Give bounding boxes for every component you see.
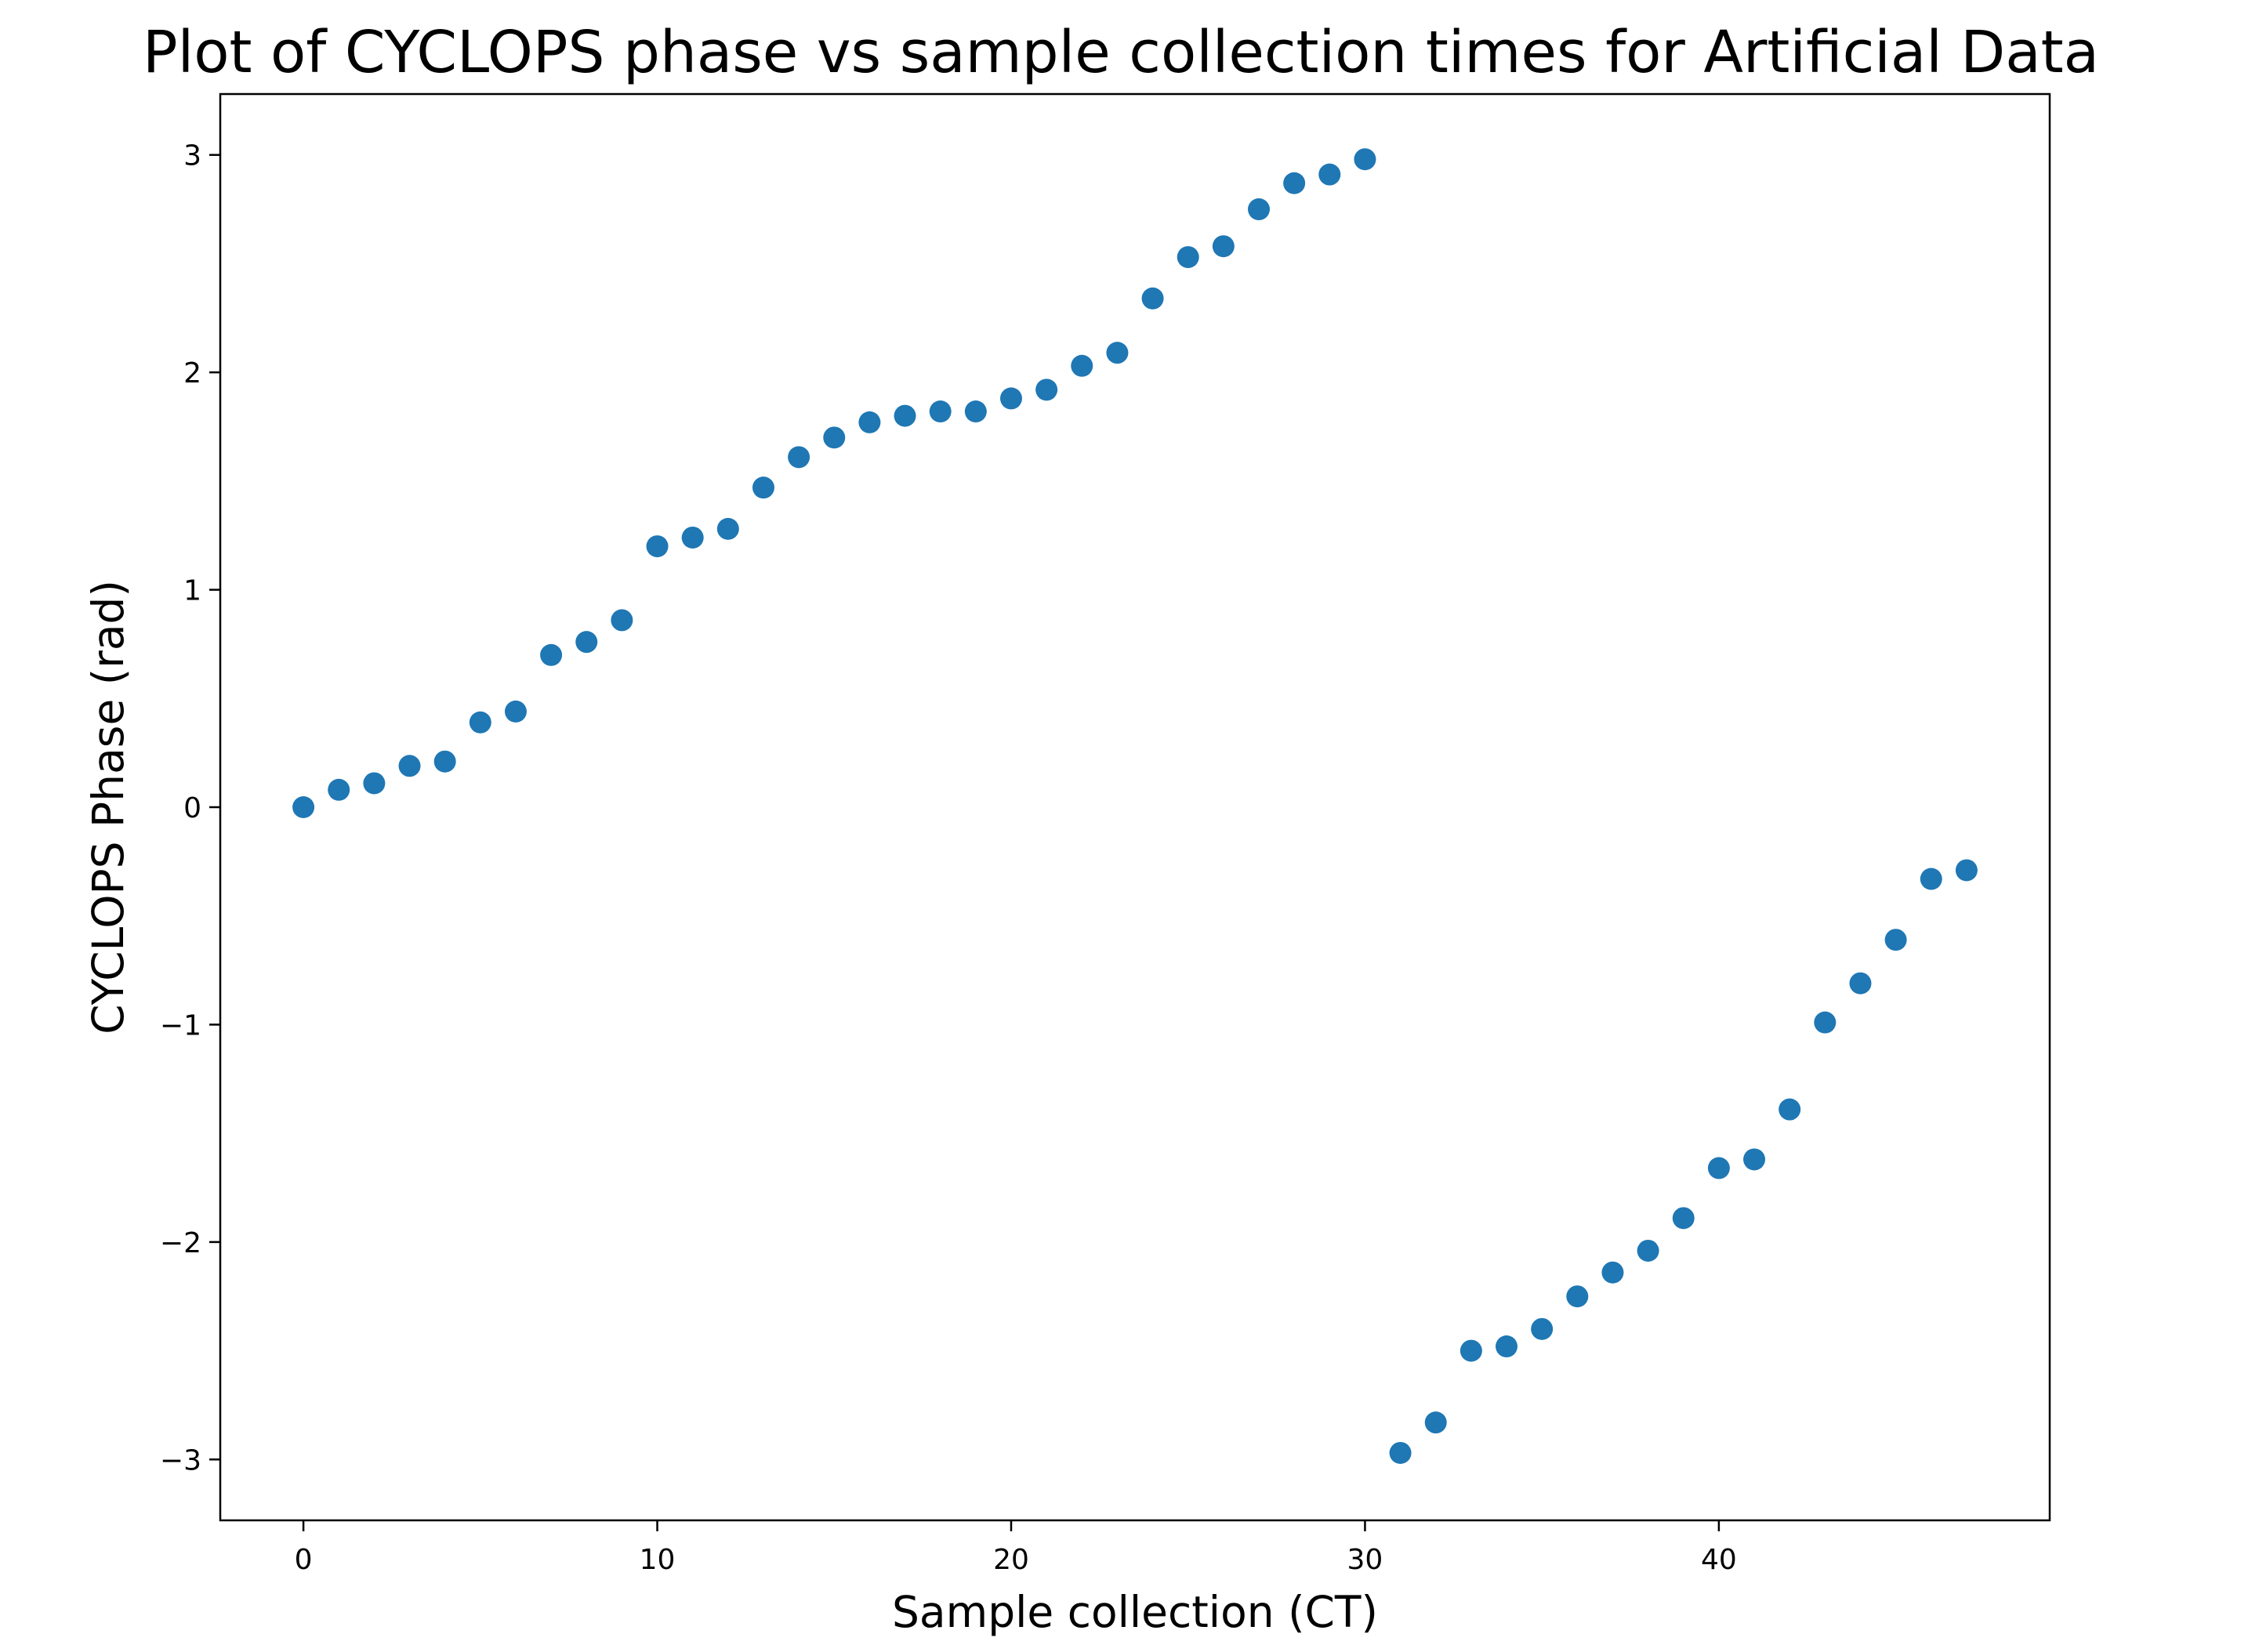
data-point <box>540 643 563 666</box>
data-point <box>1424 1411 1447 1434</box>
y-tick-label: 0 <box>183 792 201 824</box>
data-point <box>999 387 1022 410</box>
data-point <box>858 411 881 433</box>
y-tick-label: −1 <box>160 1009 201 1042</box>
data-point <box>292 796 315 818</box>
data-point <box>1743 1148 1766 1171</box>
data-point <box>1779 1098 1801 1121</box>
x-tick-label: 10 <box>640 1544 676 1576</box>
data-point <box>1354 148 1376 171</box>
data-point <box>1531 1317 1554 1340</box>
data-point <box>398 755 421 777</box>
x-axis: 0 10 20 30 40 <box>295 1520 1737 1576</box>
data-point <box>1212 235 1235 258</box>
data-point <box>363 772 386 795</box>
data-point <box>788 446 810 469</box>
data-point <box>1248 198 1271 221</box>
data-point <box>929 400 952 423</box>
data-point <box>1141 287 1164 310</box>
data-point <box>894 404 916 427</box>
y-axis-label: CYCLOPS Phase (rad) <box>83 580 133 1034</box>
data-point <box>646 535 669 558</box>
data-point <box>1707 1157 1730 1179</box>
data-point <box>1035 379 1058 401</box>
data-point <box>1955 859 1978 882</box>
y-tick-label: −2 <box>160 1227 201 1259</box>
data-point <box>716 517 739 540</box>
data-point <box>1920 868 1942 890</box>
data-point <box>681 526 704 549</box>
data-point <box>1106 342 1129 364</box>
y-tick-label: −3 <box>160 1444 201 1476</box>
data-point <box>433 750 456 773</box>
data-point <box>1884 929 1907 951</box>
x-tick-label: 20 <box>993 1544 1029 1576</box>
x-tick-label: 0 <box>295 1544 313 1576</box>
data-point <box>1601 1261 1624 1284</box>
x-tick-label: 40 <box>1701 1544 1737 1576</box>
data-points <box>292 148 1978 1464</box>
data-point <box>1177 246 1199 269</box>
y-axis: −3 −2 −1 0 1 2 3 <box>160 140 220 1476</box>
data-point <box>1318 163 1341 186</box>
chart-title: Plot of CYCLOPS phase vs sample collecti… <box>143 19 2099 86</box>
data-point <box>1672 1207 1695 1230</box>
data-point <box>1071 354 1093 377</box>
data-point <box>1849 972 1872 994</box>
y-tick-label: 2 <box>183 357 201 389</box>
x-axis-label: Sample collection (CT) <box>892 1587 1378 1637</box>
data-point <box>328 778 350 801</box>
data-point <box>575 631 598 654</box>
data-point <box>1283 172 1306 194</box>
data-point <box>1389 1441 1412 1464</box>
data-point <box>1566 1285 1589 1308</box>
y-tick-label: 1 <box>183 575 201 607</box>
data-point <box>611 609 633 632</box>
y-tick-label: 3 <box>183 140 201 172</box>
data-point <box>823 426 846 449</box>
data-point <box>504 700 527 723</box>
data-point <box>1496 1335 1518 1358</box>
data-point <box>752 476 774 499</box>
data-point <box>964 400 987 423</box>
data-point <box>469 711 491 734</box>
data-point <box>1814 1011 1837 1034</box>
data-point <box>1637 1239 1659 1262</box>
data-point <box>1459 1339 1482 1362</box>
x-tick-label: 30 <box>1347 1544 1383 1576</box>
